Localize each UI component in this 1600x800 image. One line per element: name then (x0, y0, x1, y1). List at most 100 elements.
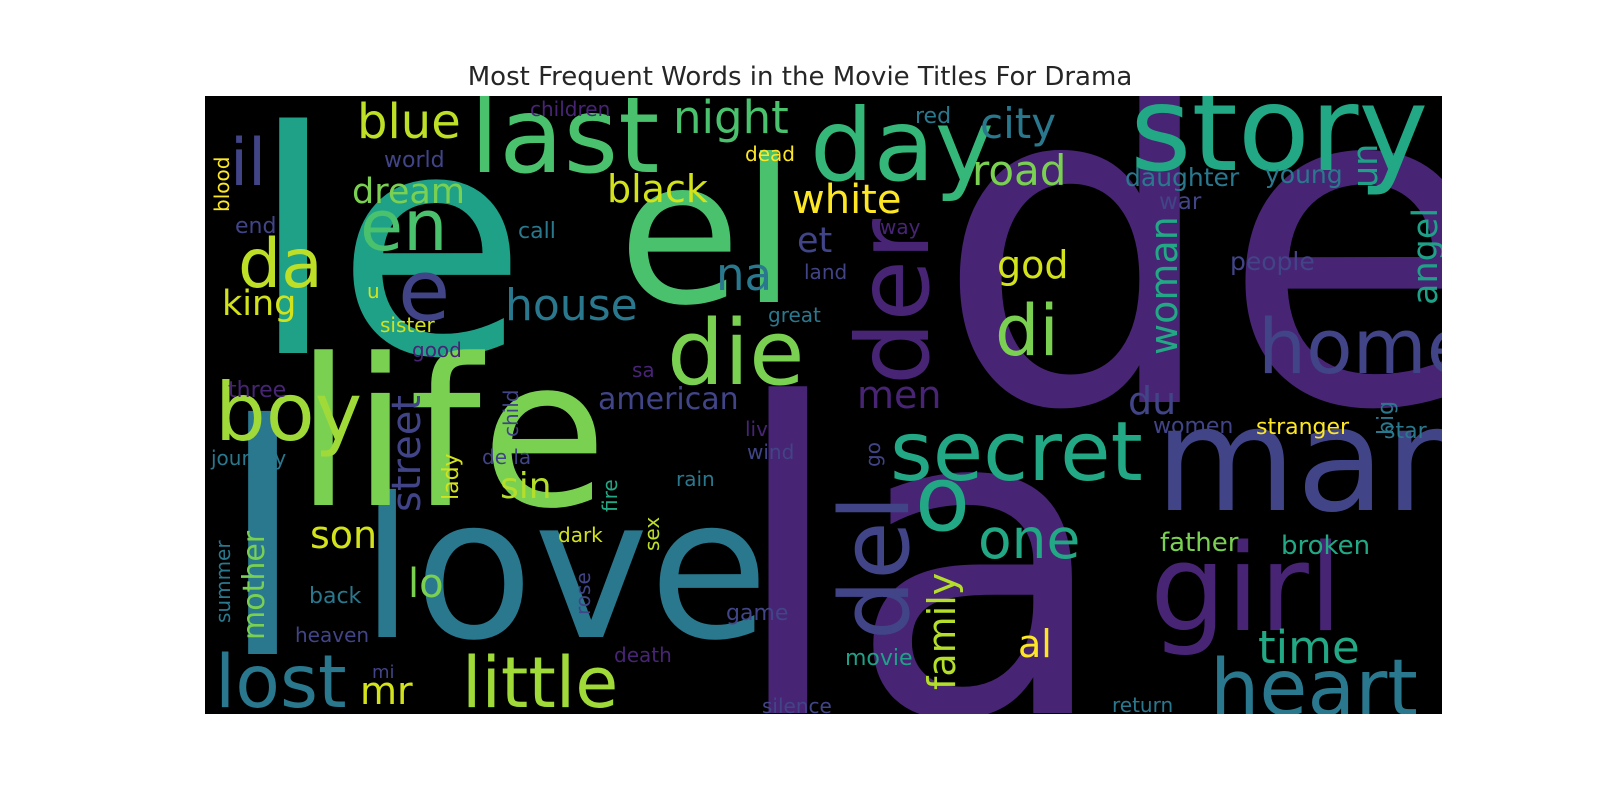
word-du: du (1128, 379, 1176, 423)
word-en: en (360, 185, 447, 267)
word-good: good (412, 338, 462, 362)
word-fire: fire (598, 479, 622, 512)
word-land: land (804, 260, 847, 284)
word-child: child (499, 390, 523, 437)
word-god: god (997, 243, 1069, 287)
word-call: call (518, 219, 556, 244)
word-la: la (728, 315, 1111, 714)
word-sa: sa (632, 358, 655, 382)
word-son: son (310, 513, 377, 557)
word-father: father (1160, 528, 1239, 558)
word-life: life (295, 316, 607, 554)
word-live: live (745, 417, 780, 441)
word-king: king (222, 284, 296, 324)
word-three: three (228, 378, 286, 403)
word-el: el (618, 117, 797, 350)
word-game: game (726, 601, 788, 626)
word-city: city (980, 99, 1056, 148)
word-l: l (218, 358, 307, 714)
word-o: o (915, 447, 970, 552)
word-cloud: de la le love l life el story man day last girl hear… (205, 96, 1442, 714)
word-little: little (462, 642, 618, 714)
chart-title: Most Frequent Words in the Movie Titles … (467, 62, 1133, 92)
word-white: white (792, 177, 901, 223)
word-world: world (384, 148, 445, 173)
word-way: way (880, 215, 921, 239)
word-boy: boy (215, 366, 362, 459)
word-girl: girl (1150, 520, 1342, 659)
word-et: et (797, 221, 832, 261)
word-blood: blood (210, 157, 234, 212)
word-un: un (1346, 144, 1386, 188)
word-daughter: daughter (1125, 163, 1240, 192)
word-le: le (250, 96, 527, 427)
word-u: u (367, 279, 380, 303)
word-mi: mi (372, 662, 395, 683)
word-stranger: stranger (1256, 415, 1350, 440)
word-al: al (1018, 622, 1052, 666)
word-people: people (1230, 247, 1315, 276)
word-star: star (1384, 419, 1428, 444)
word-day: day (810, 96, 994, 204)
word-rose: rose (571, 572, 595, 615)
word-angel: angel (1406, 208, 1442, 305)
word-broken: broken (1281, 531, 1370, 561)
word-sin: sin (500, 466, 552, 507)
word-house: house (505, 280, 638, 331)
word-family: family (920, 573, 964, 690)
word-death: death (614, 643, 672, 667)
word-great: great (768, 303, 821, 327)
word-dead: dead (745, 142, 795, 166)
word-silence: silence (762, 694, 832, 714)
word-rain: rain (676, 467, 715, 491)
word-american: american (598, 382, 739, 417)
word-war: war (1159, 189, 1202, 215)
word-lo: lo (408, 561, 444, 607)
word-de: de (935, 96, 1442, 509)
word-na: na (716, 248, 772, 301)
word-street: street (384, 395, 430, 512)
word-blue: blue (357, 96, 461, 150)
word-del: del (821, 495, 931, 640)
word-love: love (360, 456, 769, 683)
word-di: di (995, 290, 1059, 372)
word-black: black (607, 167, 708, 211)
word-night: night (673, 96, 789, 144)
word-il: il (230, 126, 266, 201)
word-de-la: de la (482, 445, 531, 469)
word-men: men (857, 373, 941, 417)
word-children: children (530, 97, 610, 121)
word-movie: movie (845, 646, 913, 671)
word-da: da (238, 225, 323, 304)
word-dream: dream (352, 172, 465, 212)
word-mother: mother (237, 530, 272, 640)
word-sister: sister (380, 313, 436, 337)
word-e: e (398, 242, 450, 341)
word-red: red (915, 104, 951, 129)
word-dark: dark (558, 523, 603, 547)
word-lost: lost (215, 640, 347, 714)
word-big: big (1374, 401, 1399, 435)
word-return: return (1112, 693, 1173, 714)
word-story: story (1130, 96, 1428, 198)
word-road: road (972, 146, 1066, 195)
word-time: time (1258, 621, 1360, 674)
word-women: women (1153, 414, 1233, 439)
word-lady: lady (439, 453, 464, 500)
word-secret: secret (890, 405, 1143, 500)
word-go: go (861, 442, 885, 467)
word-one: one (978, 507, 1080, 571)
word-young: young (1265, 160, 1343, 189)
word-last: last (470, 96, 659, 197)
word-back: back (309, 584, 362, 609)
word-der: der (835, 218, 952, 385)
word-die: die (667, 301, 805, 406)
word-summer: summer (211, 540, 235, 623)
word-heaven: heaven (295, 623, 369, 647)
word-journey: journey (210, 446, 286, 470)
word-mr: mr (360, 669, 413, 713)
word-woman: woman (1142, 216, 1186, 355)
word-sex: sex (640, 517, 664, 551)
